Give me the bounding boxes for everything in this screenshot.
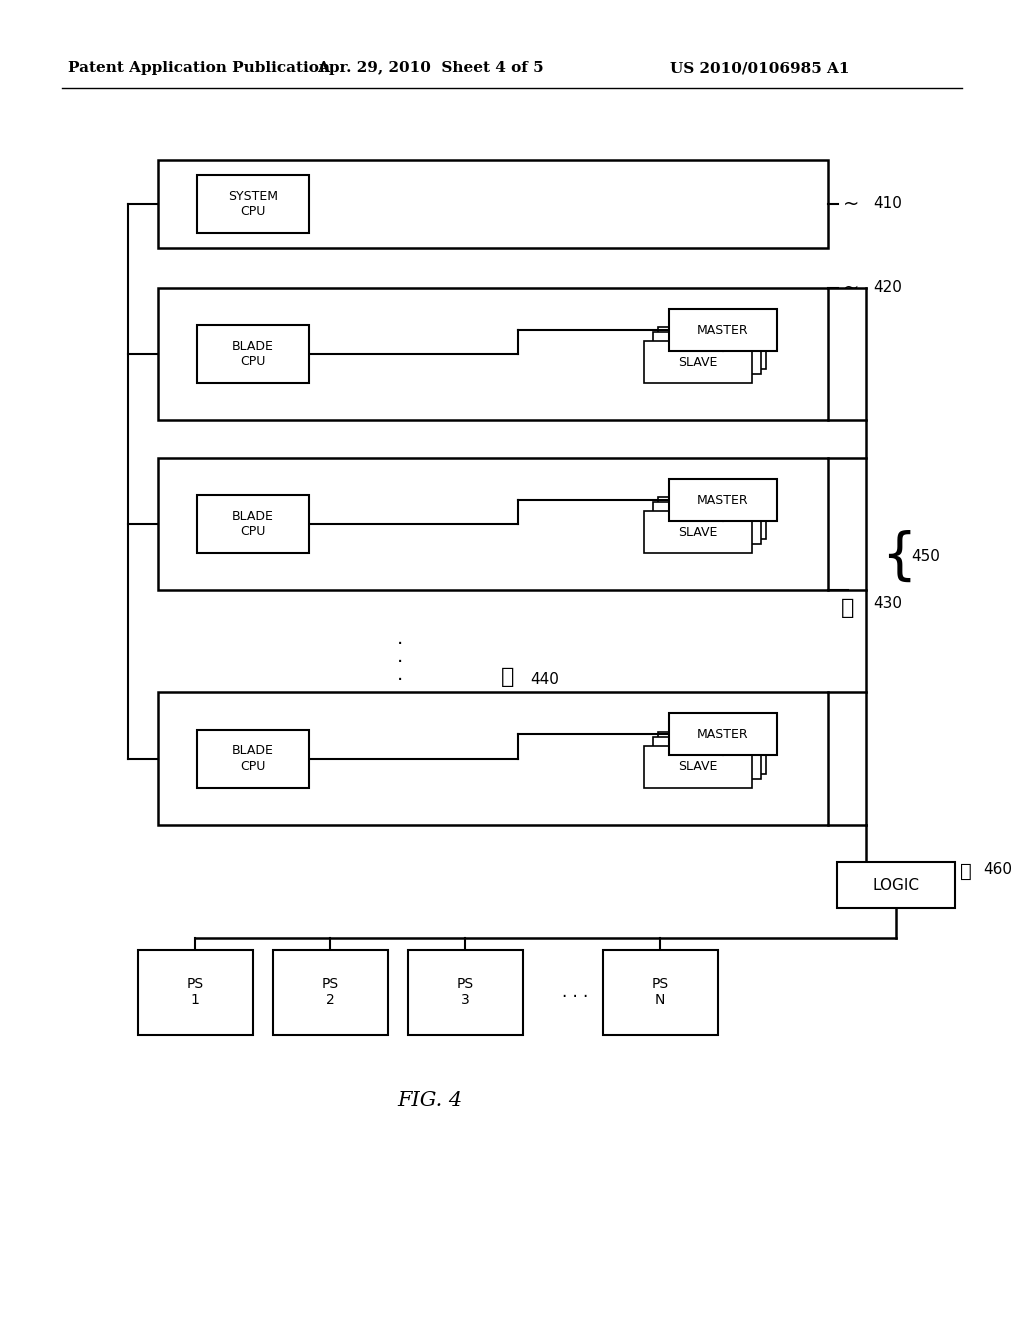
Text: 430: 430 [873,597,902,611]
Bar [658,498,766,539]
Text: MASTER: MASTER [697,494,749,507]
Text: PS
2: PS 2 [322,977,339,1007]
Text: .: . [397,628,403,648]
Text: SLAVE: SLAVE [678,525,718,539]
Bar [644,341,752,383]
Text: Patent Application Publication: Patent Application Publication [68,61,330,75]
Text: 450: 450 [911,549,940,564]
Text: FIG. 4: FIG. 4 [397,1090,463,1110]
Bar [137,949,253,1035]
Bar [158,692,828,825]
Bar [653,333,761,374]
Text: 420: 420 [873,281,902,296]
Bar [653,502,761,544]
Bar [837,862,955,908]
Text: 440: 440 [530,672,559,686]
Text: .: . [397,647,403,665]
Text: LOGIC: LOGIC [872,878,920,892]
Text: ⎰: ⎰ [961,862,972,880]
Text: PS
N: PS N [651,977,669,1007]
Text: ⎰: ⎰ [502,667,515,686]
Text: .: . [397,664,403,684]
Bar [602,949,718,1035]
Bar [658,327,766,370]
Text: Apr. 29, 2010  Sheet 4 of 5: Apr. 29, 2010 Sheet 4 of 5 [316,61,544,75]
Text: ⎰: ⎰ [842,598,855,618]
Text: 410: 410 [873,197,902,211]
Text: MASTER: MASTER [697,727,749,741]
Bar [197,176,309,234]
Bar [197,325,309,383]
Text: PS
3: PS 3 [457,977,473,1007]
Bar [669,309,777,351]
Text: SLAVE: SLAVE [678,355,718,368]
Bar [644,746,752,788]
Bar [158,160,828,248]
Bar [197,730,309,788]
Text: . . .: . . . [562,983,588,1001]
Bar [158,288,828,420]
Bar [669,479,777,521]
Bar [658,733,766,774]
Bar [653,737,761,779]
Bar [408,949,522,1035]
Text: BLADE
CPU: BLADE CPU [232,510,274,539]
Bar [644,511,752,553]
Bar [197,495,309,553]
Text: MASTER: MASTER [697,323,749,337]
Text: BLADE
CPU: BLADE CPU [232,744,274,772]
Text: BLADE
CPU: BLADE CPU [232,341,274,368]
Text: SYSTEM
CPU: SYSTEM CPU [228,190,278,218]
Bar [669,713,777,755]
Text: ~: ~ [843,279,859,297]
Text: ~: ~ [843,194,859,214]
Bar [272,949,387,1035]
Bar [158,458,828,590]
Text: SLAVE: SLAVE [678,760,718,774]
Text: {: { [881,529,916,583]
Text: US 2010/0106985 A1: US 2010/0106985 A1 [670,61,850,75]
Text: 460: 460 [983,862,1012,878]
Text: PS
1: PS 1 [186,977,204,1007]
